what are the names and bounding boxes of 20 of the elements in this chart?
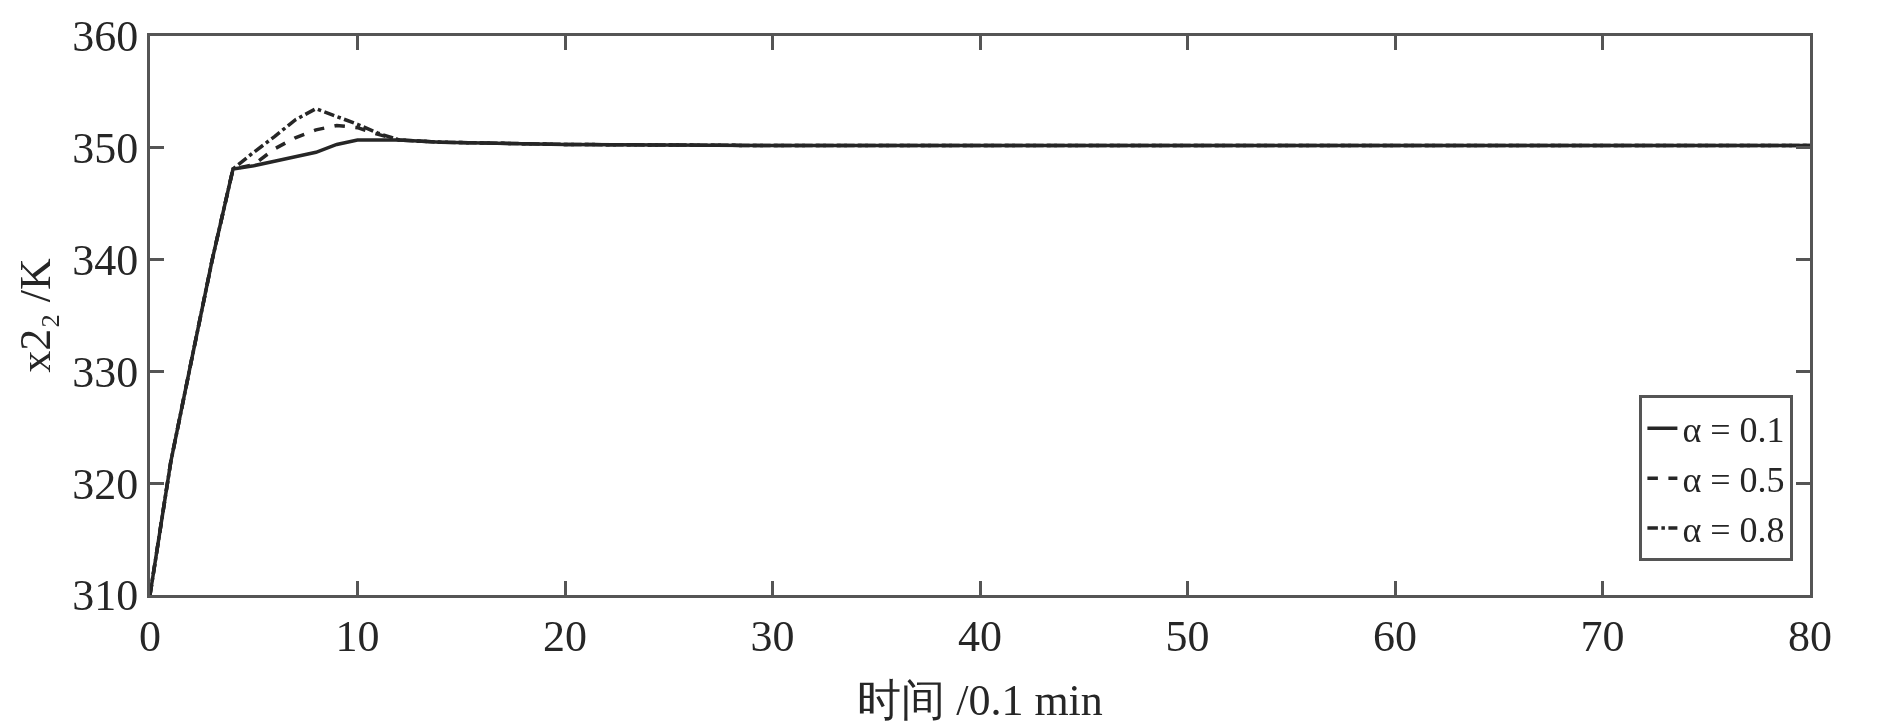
y-tick-label: 360: [72, 12, 139, 62]
x-tick-label: 40: [958, 611, 1002, 661]
y-tick-label: 340: [72, 236, 139, 285]
y-tick-label: 310: [72, 571, 139, 621]
x-tick-label: 80: [1788, 611, 1832, 661]
x-tick-label: 60: [1373, 611, 1417, 661]
legend-label: α = 0.5: [1682, 460, 1785, 501]
x-tick-label: 30: [750, 611, 795, 661]
y-tick-label: 320: [72, 459, 139, 509]
x-tick-label: 20: [543, 611, 587, 661]
x-tick-label: 70: [1580, 611, 1625, 661]
x-tick-label: 10: [335, 611, 380, 661]
y-axis-title: x2₂ /K: [11, 258, 60, 373]
legend-label: α = 0.8: [1682, 510, 1785, 550]
y-tick-label: 350: [72, 124, 139, 174]
x-tick-label: 50: [1165, 611, 1210, 661]
y-tick-label: 330: [72, 347, 139, 397]
x-tick-label: 0: [139, 611, 161, 661]
legend-label: α = 0.1: [1682, 410, 1785, 451]
x-axis-title: 时间 /0.1 min: [857, 676, 1103, 725]
